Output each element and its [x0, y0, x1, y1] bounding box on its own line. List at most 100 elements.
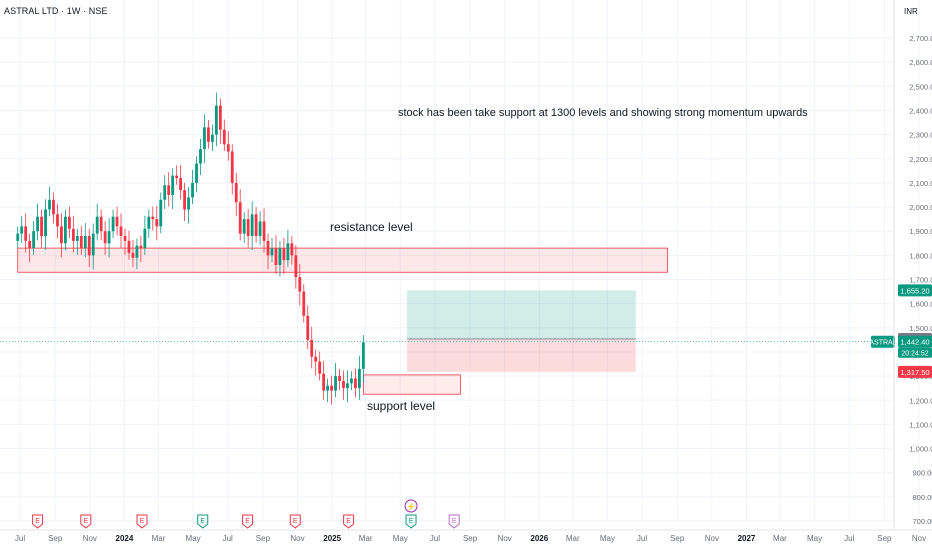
candle-body — [199, 149, 202, 164]
x-axis-tick-label: Jul — [223, 534, 233, 543]
x-axis-tick-label: Jul — [430, 534, 440, 543]
x-axis-tick-label: Sep — [877, 534, 892, 543]
candle-body — [330, 385, 333, 391]
earnings-event-letter: E — [140, 518, 145, 525]
candle-body — [147, 216, 151, 229]
candle-body — [24, 226, 28, 241]
candle-body — [99, 216, 103, 232]
candle-body — [310, 339, 314, 357]
x-axis-tick-label: Mar — [566, 534, 580, 543]
candle-body — [306, 315, 310, 340]
x-axis-tick-label: Sep — [256, 534, 271, 543]
candle-body — [36, 216, 39, 232]
earnings-event-letter: E — [346, 518, 351, 525]
currency-label: INR — [904, 7, 918, 16]
candle-body — [119, 226, 123, 237]
candle-body — [163, 185, 167, 200]
candle-body — [171, 175, 175, 195]
x-axis-tick-label: Mar — [152, 534, 166, 543]
x-axis-tick-label: May — [186, 534, 201, 543]
candle-body — [155, 219, 159, 227]
x-axis-tick-label: Sep — [48, 534, 63, 543]
earnings-event-letter: E — [409, 518, 414, 525]
x-axis-tick-label: Nov — [705, 534, 719, 543]
candle-body — [16, 233, 20, 241]
resistance-zone — [17, 247, 668, 273]
candle-body — [64, 216, 67, 244]
candle-body — [115, 216, 119, 227]
x-axis-tick-label: Nov — [912, 534, 926, 543]
candle-body — [183, 190, 186, 210]
candle-body — [91, 233, 95, 256]
earnings-event-icon — [197, 514, 209, 529]
candle-body — [290, 243, 294, 256]
earnings-event-icon — [343, 514, 355, 529]
x-axis-tick-label: 2025 — [323, 534, 341, 543]
earnings-event-icon — [242, 514, 254, 529]
x-axis-tick-label: Nov — [498, 534, 512, 543]
candle-body — [218, 105, 222, 130]
long-position-stop-zone — [407, 338, 636, 372]
earnings-event-icon — [289, 514, 301, 529]
candle-body — [342, 380, 345, 389]
y-axis-tick-label: 1,200.00 — [909, 396, 932, 405]
x-axis-tick-label: Mar — [359, 534, 373, 543]
candle-body — [222, 129, 226, 145]
candle-body — [226, 144, 230, 152]
support-zone — [362, 374, 461, 395]
candle-body — [346, 383, 349, 389]
countdown-text: 20:24:52 — [901, 351, 928, 358]
y-axis-tick-label: 2,000.00 — [909, 203, 932, 212]
candle-body — [361, 342, 365, 369]
candle-body — [28, 240, 32, 249]
earnings-event-letter: E — [452, 518, 457, 525]
x-axis-tick-label: Mar — [773, 534, 787, 543]
price-axis-badge — [898, 365, 932, 378]
y-axis-tick-label: 1,800.00 — [909, 251, 932, 260]
candle-body — [294, 255, 298, 278]
candle-body — [262, 221, 266, 241]
price-axis-badge-text: 1,655.20 — [900, 286, 929, 295]
candle-body — [234, 182, 238, 203]
candle-body — [210, 134, 214, 142]
earnings-event-icon — [136, 514, 148, 529]
candle-body — [254, 214, 258, 237]
candle-body — [83, 236, 87, 249]
x-axis-tick-label: 2027 — [738, 534, 756, 543]
candle-body — [56, 214, 59, 227]
y-axis-tick-label: 1,900.00 — [909, 227, 932, 236]
candle-body — [286, 243, 290, 261]
y-axis-tick-label: 1,700.00 — [909, 276, 932, 285]
candle-body — [274, 248, 278, 266]
candle-body — [67, 216, 71, 229]
y-axis-tick-label: 2,100.00 — [909, 179, 932, 188]
y-axis-tick-label: 1,500.00 — [909, 324, 932, 333]
candle-body — [95, 216, 99, 234]
symbol-title[interactable]: ASTRAL LTD · 1W · NSE — [4, 6, 108, 16]
candle-body — [230, 151, 234, 183]
y-axis-tick-label: 2,400.00 — [909, 106, 932, 115]
y-axis-tick-label: 2,700.00 — [909, 34, 932, 43]
y-axis-tick-label: 700.00 — [913, 517, 932, 526]
candle-body — [318, 361, 322, 374]
y-axis-tick-label: 2,200.00 — [909, 155, 932, 164]
candle-body — [242, 219, 246, 234]
candle-body — [123, 236, 127, 241]
candle-body — [179, 178, 183, 191]
candle-body — [207, 127, 210, 142]
price-axis-badge — [898, 335, 932, 348]
candle-body — [20, 226, 24, 234]
candle-body — [203, 127, 206, 150]
candle-body — [175, 175, 179, 179]
candle-body — [79, 236, 83, 249]
candle-body — [191, 182, 194, 198]
split-event-icon — [404, 499, 418, 513]
candle-body — [350, 378, 353, 384]
y-axis-tick-label: 900.00 — [913, 469, 932, 478]
y-axis-tick-label: 1,600.00 — [909, 300, 932, 309]
x-axis-tick-label: Jul — [637, 534, 647, 543]
candle-body — [338, 376, 341, 381]
x-axis-tick-label: 2026 — [530, 534, 548, 543]
earnings-event-icon — [32, 514, 44, 529]
